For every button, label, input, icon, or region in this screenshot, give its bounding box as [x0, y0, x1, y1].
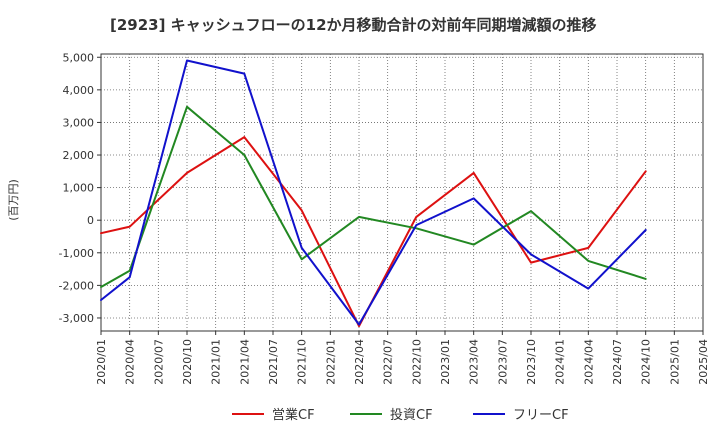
x-tick-label: 2021/01 — [210, 339, 223, 385]
legend: 営業CF 投資CF フリーCF — [232, 407, 569, 423]
y-tick-label: -3,000 — [59, 312, 94, 325]
vertical-gridlines — [129, 54, 675, 331]
x-tick-label: 2025/01 — [668, 339, 681, 385]
x-tick-label: 2024/01 — [554, 339, 567, 385]
x-tick-label: 2022/04 — [353, 339, 366, 385]
plot-frame — [100, 53, 704, 332]
x-tick-label: 2022/01 — [324, 339, 337, 385]
y-axis-label: (百万円) — [7, 179, 20, 221]
series-lines — [100, 59, 647, 328]
x-tick-label: 2020/07 — [152, 339, 165, 385]
chart-title: [2923] キャッシュフローの12か月移動合計の対前年同期増減額の推移 — [110, 16, 597, 34]
x-tick-label: 2024/04 — [582, 339, 595, 385]
x-tick-label: 2020/04 — [124, 339, 137, 385]
x-axis-ticks: 2020/01 2020/04 2020/07 2020/10 2021/01 2021/… — [95, 331, 710, 385]
x-tick-label: 2022/07 — [382, 339, 395, 385]
y-axis-ticks: 5,000 4,000 3,000 2,000 1,000 0 -1,000 -2,000 -3… — [59, 51, 101, 325]
y-tick-label: 3,000 — [63, 116, 95, 129]
x-tick-label: 2021/07 — [267, 339, 280, 385]
x-tick-label: 2023/07 — [496, 339, 509, 385]
y-tick-label: -1,000 — [59, 247, 94, 260]
y-tick-label: 1,000 — [63, 182, 95, 195]
x-tick-label: 2021/10 — [296, 339, 309, 385]
x-tick-label: 2025/04 — [697, 339, 710, 385]
x-tick-label: 2023/01 — [439, 339, 452, 385]
series-line-2 — [100, 59, 647, 326]
y-tick-label: 5,000 — [63, 51, 95, 64]
y-tick-label: 4,000 — [63, 84, 95, 97]
x-tick-label: 2020/01 — [95, 339, 108, 385]
x-tick-label: 2021/04 — [238, 339, 251, 385]
series-line-0 — [100, 136, 647, 328]
x-tick-label: 2023/10 — [525, 339, 538, 385]
x-tick-label: 2020/10 — [181, 339, 194, 385]
y-tick-label: 2,000 — [63, 149, 95, 162]
series-line-1 — [100, 105, 647, 288]
y-tick-label: 0 — [87, 214, 94, 227]
legend-label-2: フリーCF — [513, 408, 569, 423]
x-tick-label: 2022/10 — [410, 339, 423, 385]
plot-area — [100, 53, 704, 332]
x-tick-label: 2023/04 — [468, 339, 481, 385]
x-tick-label: 2024/10 — [640, 339, 653, 385]
y-tick-label: -2,000 — [59, 279, 94, 292]
x-tick-label: 2024/07 — [611, 339, 624, 385]
legend-label-0: 営業CF — [272, 407, 315, 423]
legend-label-1: 投資CF — [390, 407, 433, 423]
horizontal-gridlines — [101, 56, 703, 319]
